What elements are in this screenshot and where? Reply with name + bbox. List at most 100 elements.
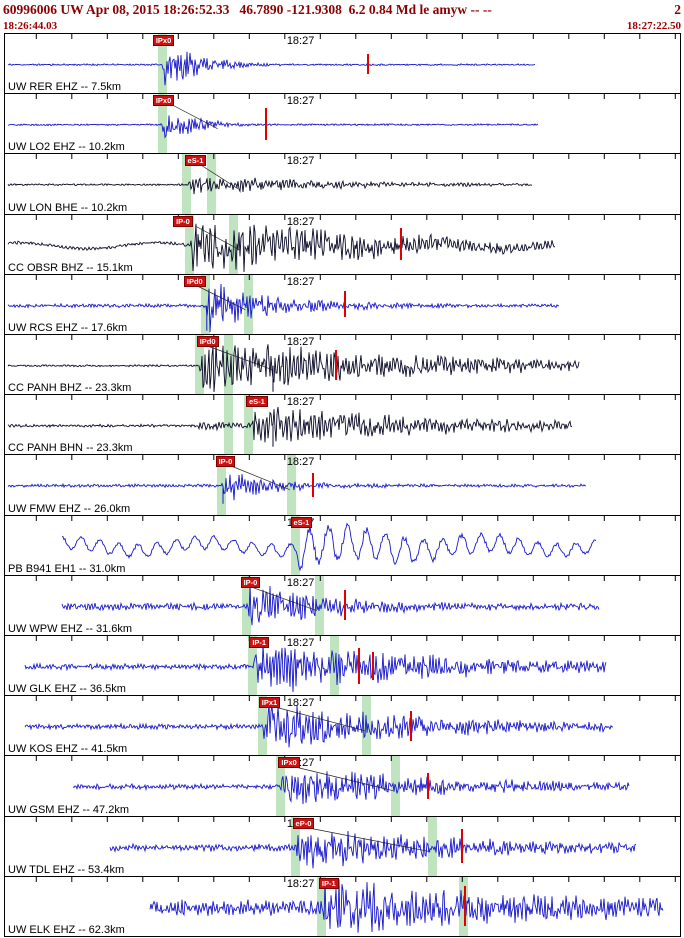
pick-highlight-band [157, 34, 167, 94]
pick-flag[interactable]: IPx0 [152, 35, 175, 46]
trace-row[interactable]: 18:27 IPx1 UW KOS EHZ -- 41.5km [4, 695, 681, 756]
amplitude-marker[interactable] [312, 472, 315, 497]
trace-row[interactable]: 18:27 IPx0 UW GSM EHZ -- 47.2km [4, 755, 681, 816]
waveform[interactable] [5, 756, 680, 815]
amplitude-marker[interactable] [427, 772, 430, 799]
trace-row[interactable]: 18:27 IP-1 UW GLK EHZ -- 36.5km [4, 635, 681, 696]
pick-flag[interactable]: IPx0 [278, 757, 300, 769]
trace-row[interactable]: 18:27 eP-0 UW TDL EHZ -- 53.4km [4, 815, 681, 876]
pick-highlight-band [185, 214, 195, 274]
waveform[interactable] [5, 575, 680, 635]
waveform[interactable] [5, 34, 680, 93]
pick-highlight-band [248, 636, 258, 696]
trace-row[interactable]: 18:27 eS-1 UW LON BHE -- 10.2km [4, 153, 681, 214]
pick-flag[interactable]: IPd0 [196, 336, 219, 348]
time-tick-label: 18:27 [286, 697, 315, 710]
amplitude-marker[interactable] [399, 228, 402, 261]
amplitude-marker[interactable] [344, 291, 347, 318]
amplitude-marker[interactable] [371, 651, 374, 680]
amplitude-marker[interactable] [367, 53, 370, 74]
window-end-time: 18:27:22.50 [626, 20, 681, 32]
trace-row[interactable]: 18:27 IP-0 UW FMW EHZ -- 26.0km [4, 454, 681, 515]
station-label: PB B941 EH1 -- 31.0km [8, 562, 126, 575]
station-label: UW TDL EHZ -- 53.4km [8, 863, 125, 876]
trace-row[interactable]: 18:27 eS-1 CC PANH BHN -- 23.3km [4, 394, 681, 455]
pick-flag[interactable]: IPd0 [183, 275, 206, 287]
amplitude-marker[interactable] [264, 107, 267, 140]
amplitude-marker[interactable] [334, 349, 337, 380]
pick-highlight-band [194, 335, 204, 395]
pick-highlight-band [244, 274, 253, 335]
pick-flag[interactable]: eS-1 [245, 396, 268, 408]
waveform[interactable] [5, 274, 680, 334]
waveform[interactable] [5, 636, 680, 695]
pick-flag[interactable]: eS-1 [290, 516, 313, 528]
event-header: 60996006 UW Apr 08, 2015 18:26:52.33 46.… [0, 0, 684, 20]
trace-row[interactable]: 18:27 eS-1 PB B941 EH1 -- 31.0km [4, 514, 681, 575]
pick-highlight-band [276, 756, 286, 816]
waveform[interactable] [5, 816, 680, 876]
pick-highlight-band [206, 154, 216, 214]
pick-flag[interactable]: IP-1 [249, 637, 270, 649]
time-tick-label: 18:27 [286, 877, 315, 890]
trace-row[interactable]: 18:27 IP-0 UW WPW EHZ -- 31.6km [4, 574, 681, 636]
trace-row[interactable]: 18:27 IPd0 UW RCS EHZ -- 17.6km [4, 273, 681, 335]
waveform[interactable] [5, 876, 680, 936]
pick-flag[interactable]: IP-0 [240, 576, 261, 588]
pick-highlight-band [201, 274, 211, 335]
time-window-bar: 18:26:44.03 18:27:22.50 [0, 20, 684, 33]
pick-flag[interactable]: eS-1 [184, 155, 207, 167]
waveform[interactable] [5, 515, 680, 575]
amplitude-marker[interactable] [464, 886, 467, 927]
station-label: CC PANH BHZ -- 23.3km [8, 382, 132, 395]
trace-row[interactable]: 18:27 IPx0 UW LO2 EHZ -- 10.2km [4, 93, 681, 154]
waveform[interactable] [5, 696, 680, 755]
pick-flag[interactable]: IP-1 [318, 877, 339, 889]
waveform[interactable] [5, 94, 680, 153]
pick-highlight-band [181, 154, 191, 214]
pick-flag[interactable]: eP-0 [292, 817, 315, 829]
pick-highlight-band [291, 515, 301, 575]
waveform[interactable] [5, 154, 680, 213]
waveform[interactable] [5, 455, 680, 514]
time-tick-label: 18:27 [286, 35, 315, 47]
pick-highlight-band [244, 395, 253, 455]
event-summary: 60996006 UW Apr 08, 2015 18:26:52.33 46.… [3, 2, 492, 17]
trace-row[interactable]: 18:27 IP-0 CC OBSR BHZ -- 15.1km [4, 213, 681, 274]
station-label: CC PANH BHN -- 23.3km [8, 442, 133, 455]
window-start-time: 18:26:44.03 [3, 20, 58, 32]
station-label: UW GLK EHZ -- 36.5km [8, 683, 126, 696]
amplitude-marker[interactable] [409, 710, 412, 741]
waveform[interactable] [5, 214, 680, 274]
pick-flag[interactable]: IPx1 [258, 697, 281, 709]
pick-highlight-band [157, 94, 167, 154]
trace-row[interactable]: 18:27 IP-1 UW ELK EHZ -- 62.3km [4, 875, 681, 938]
pick-flag[interactable]: IP-0 [173, 215, 193, 227]
station-label: UW RER EHZ -- 7.5km [8, 81, 122, 94]
trace-row[interactable]: 18:27 IPx0 UW RER EHZ -- 7.5km [4, 33, 681, 94]
time-tick-label: 18:27 [286, 95, 315, 108]
time-tick-label: 18:27 [286, 396, 315, 409]
pick-flag[interactable]: IP-0 [215, 456, 236, 468]
time-tick-label: 18:27 [286, 576, 315, 589]
time-tick-label: 18:27 [286, 336, 315, 349]
pick-flag[interactable]: IPx0 [152, 95, 175, 107]
station-label: UW GSM EHZ -- 47.2km [8, 803, 130, 816]
trace-list: 18:27 IPx0 UW RER EHZ -- 7.5km 18:27 IPx… [4, 33, 681, 938]
station-label: UW ELK EHZ -- 62.3km [8, 924, 125, 937]
waveform[interactable] [5, 335, 680, 394]
page-indicator: 2 [674, 2, 681, 17]
station-label: CC OBSR BHZ -- 15.1km [8, 261, 133, 274]
time-tick-label: 18:27 [286, 637, 315, 650]
time-tick-label: 18:27 [286, 155, 315, 168]
station-label: UW RCS EHZ -- 17.6km [8, 322, 128, 335]
station-label: UW LO2 EHZ -- 10.2km [8, 141, 125, 154]
station-label: UW WPW EHZ -- 31.6km [8, 623, 133, 636]
time-tick-label: 18:27 [286, 456, 315, 469]
amplitude-marker[interactable] [344, 590, 347, 621]
amplitude-marker[interactable] [357, 647, 360, 684]
amplitude-marker[interactable] [460, 829, 463, 864]
trace-row[interactable]: 18:27 IPd0 CC PANH BHZ -- 23.3km [4, 334, 681, 395]
station-label: UW FMW EHZ -- 26.0km [8, 502, 131, 515]
